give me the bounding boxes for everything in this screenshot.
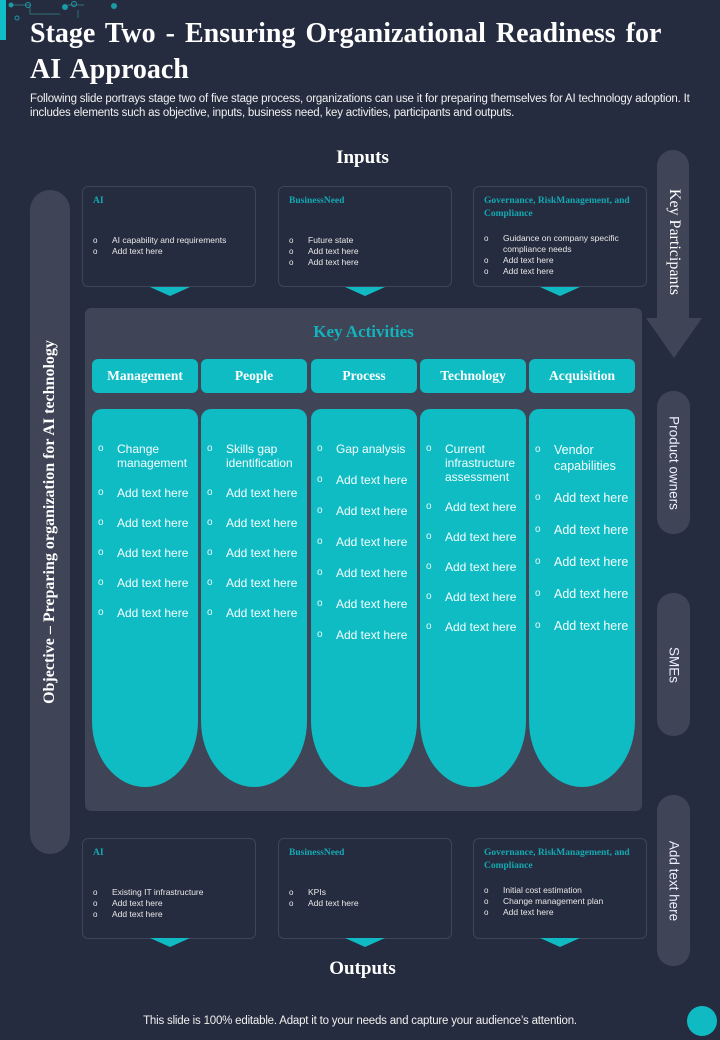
objective-label: Objective – Preparing organization for A… <box>41 340 58 704</box>
list-item: Add text here <box>98 576 192 590</box>
participant-label: SMEs <box>666 646 681 683</box>
list-item: Change management plan <box>484 896 636 907</box>
list-item: Add text here <box>426 560 520 574</box>
list-item: Gap analysis <box>317 442 411 456</box>
list-item: Add text here <box>317 628 411 642</box>
activity-header-technology: Technology <box>420 359 526 393</box>
list-item: Add text here <box>426 530 520 544</box>
card-title: Governance, RiskManagement, and Complian… <box>484 848 630 871</box>
list-item: Add text here <box>317 504 411 518</box>
decorative-circle-icon <box>687 1006 717 1036</box>
card-title: BusinessNeed <box>289 848 345 858</box>
card-title: AI <box>93 848 104 858</box>
list-item: Add text here <box>289 898 441 909</box>
list-item: Add text here <box>207 486 301 500</box>
list-item: Add text here <box>317 473 411 487</box>
list-item: Add text here <box>317 566 411 580</box>
list-item: Add text here <box>535 522 629 538</box>
list-item: Add text here <box>426 590 520 604</box>
list-item: Add text here <box>98 606 192 620</box>
activity-header-acquisition: Acquisition <box>529 359 635 393</box>
list-item: Vendor capabilities <box>535 442 629 474</box>
key-participants-arrow-icon <box>646 150 702 358</box>
down-arrow-icon <box>345 938 385 947</box>
list-item: Add text here <box>207 576 301 590</box>
card-title: Governance, RiskManagement, and Complian… <box>484 196 630 219</box>
page-title: Stage Two - Ensuring Organizational Read… <box>30 18 661 85</box>
activity-column-technology: Current infrastructure assessment Add te… <box>420 409 526 787</box>
list-item: Change management <box>98 442 192 470</box>
list-item: Current infrastructure assessment <box>426 442 520 484</box>
list-item: Add text here <box>535 554 629 570</box>
list-item: Add text here <box>317 535 411 549</box>
down-arrow-icon <box>150 938 190 947</box>
list-item: Add text here <box>317 597 411 611</box>
objective-pill <box>30 190 70 854</box>
down-arrow-icon <box>540 938 580 947</box>
list-item: KPIs <box>289 887 441 898</box>
list-item: Add text here <box>289 257 441 268</box>
participant-label: Add text here <box>666 840 681 921</box>
activity-column-acquisition: Vendor capabilities Add text here Add te… <box>529 409 635 787</box>
list-item: Skills gap identification <box>207 442 301 470</box>
list-item: Add text here <box>535 586 629 602</box>
list-item: Existing IT infrastructure <box>93 887 245 898</box>
list-item: Add text here <box>93 246 245 257</box>
participant-label: Product owners <box>666 415 681 510</box>
list-item: Future state <box>289 235 441 246</box>
activity-column-people: Skills gap identification Add text here … <box>201 409 307 787</box>
inputs-title: Inputs <box>336 147 389 168</box>
output-card-ai: AI Existing IT infrastructure Add text h… <box>82 838 256 939</box>
list-item: AI capability and requirements <box>93 235 245 246</box>
activity-header-people: People <box>201 359 307 393</box>
list-item: Add text here <box>98 516 192 530</box>
circuit-decoration-icon <box>8 1 117 21</box>
list-item: Initial cost estimation <box>484 885 636 896</box>
down-arrow-icon <box>540 287 580 296</box>
participant-pill-product-owners: Product owners <box>657 391 690 534</box>
down-arrow-icon <box>345 287 385 296</box>
card-title: AI <box>93 196 104 206</box>
footer-note: This slide is 100% editable. Adapt it to… <box>143 1015 577 1027</box>
list-item: Add text here <box>484 907 636 918</box>
list-item: Add text here <box>207 606 301 620</box>
list-item: Add text here <box>93 898 245 909</box>
participant-pill-smes: SMEs <box>657 593 690 736</box>
list-item: Add text here <box>98 546 192 560</box>
list-item: Add text here <box>484 255 636 266</box>
page-subtitle: Following slide portrays stage two of fi… <box>30 93 690 119</box>
output-card-governance: Governance, RiskManagement, and Complian… <box>473 838 647 939</box>
key-participants-title: Key Participants <box>666 188 683 296</box>
list-item: Add text here <box>484 266 636 277</box>
input-card-ai: AI AI capability and requirements Add te… <box>82 186 256 287</box>
list-item: Add text here <box>93 909 245 920</box>
input-card-business-need: BusinessNeed Future state Add text here … <box>278 186 452 287</box>
card-title: BusinessNeed <box>289 196 345 206</box>
input-card-governance: Governance, RiskManagement, and Complian… <box>473 186 647 287</box>
activity-column-process: Gap analysis Add text here Add text here… <box>311 409 417 787</box>
activity-header-management: Management <box>92 359 198 393</box>
list-item: Add text here <box>207 546 301 560</box>
list-item: Add text here <box>207 516 301 530</box>
accent-bar <box>0 0 6 40</box>
activity-header-process: Process <box>311 359 417 393</box>
list-item: Add text here <box>535 490 629 506</box>
list-item: Add text here <box>426 500 520 514</box>
down-arrow-icon <box>150 287 190 296</box>
list-item: Add text here <box>426 620 520 634</box>
list-item: Add text here <box>535 618 629 634</box>
output-card-business-need: BusinessNeed KPIs Add text here <box>278 838 452 939</box>
key-activities-title: Key Activities <box>313 322 414 341</box>
list-item: Add text here <box>289 246 441 257</box>
list-item: Guidance on company specific compliance … <box>484 233 636 255</box>
activity-column-management: Change management Add text here Add text… <box>92 409 198 787</box>
participant-pill-add-text: Add text here <box>657 795 690 966</box>
key-activities-panel: Key Activities Management People Process… <box>85 308 642 811</box>
outputs-title: Outputs <box>329 958 396 979</box>
list-item: Add text here <box>98 486 192 500</box>
